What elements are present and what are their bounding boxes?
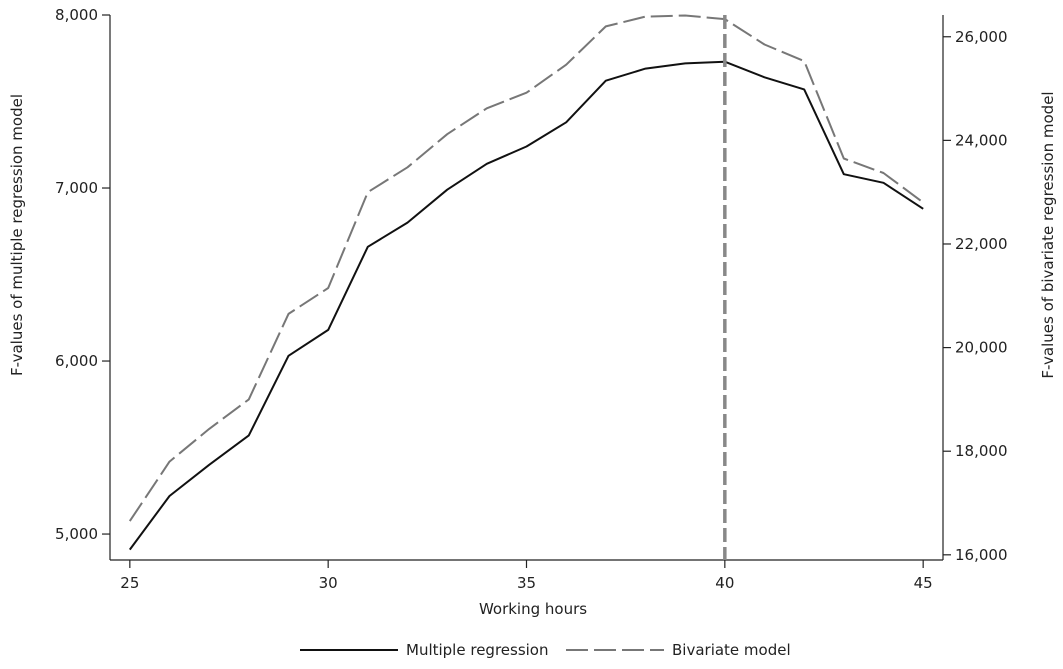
x-tick-label: 45 xyxy=(914,574,933,592)
y-left-tick-label: 6,000 xyxy=(55,352,98,370)
y-right-tick-label: 16,000 xyxy=(955,546,1008,564)
series-line-multiple-regression xyxy=(128,60,924,551)
x-axis-title: Working hours xyxy=(479,600,587,618)
x-tick-label: 40 xyxy=(715,574,734,592)
y-right-tick-label: 20,000 xyxy=(955,339,1008,357)
y-right-tick-label: 22,000 xyxy=(955,235,1008,253)
y-right-tick-label: 18,000 xyxy=(955,442,1008,460)
y-left-axis-title: F-values of multiple regression model xyxy=(8,94,26,376)
series-line-bivariate-model xyxy=(128,14,924,522)
y-right-tick-label: 26,000 xyxy=(955,28,1008,46)
x-tick-label: 30 xyxy=(319,574,338,592)
x-tick-label: 35 xyxy=(517,574,536,592)
y-left-tick-label: 8,000 xyxy=(55,6,98,24)
y-right-axis-title: F-values of bivariate regression model xyxy=(1039,91,1057,378)
legend-label: Bivariate model xyxy=(672,641,791,659)
legend: Multiple regression Bivariate model xyxy=(300,641,791,659)
y-left-tick-label: 7,000 xyxy=(55,179,98,197)
ticks: 25 30 35 40 45 5,000 6,000 7,000 8,000 16,000 18,0… xyxy=(55,6,1007,592)
plot-area xyxy=(128,14,924,560)
legend-label: Multiple regression xyxy=(406,641,549,659)
y-right-tick-label: 24,000 xyxy=(955,131,1008,149)
x-tick-label: 25 xyxy=(120,574,139,592)
y-left-tick-label: 5,000 xyxy=(55,525,98,543)
